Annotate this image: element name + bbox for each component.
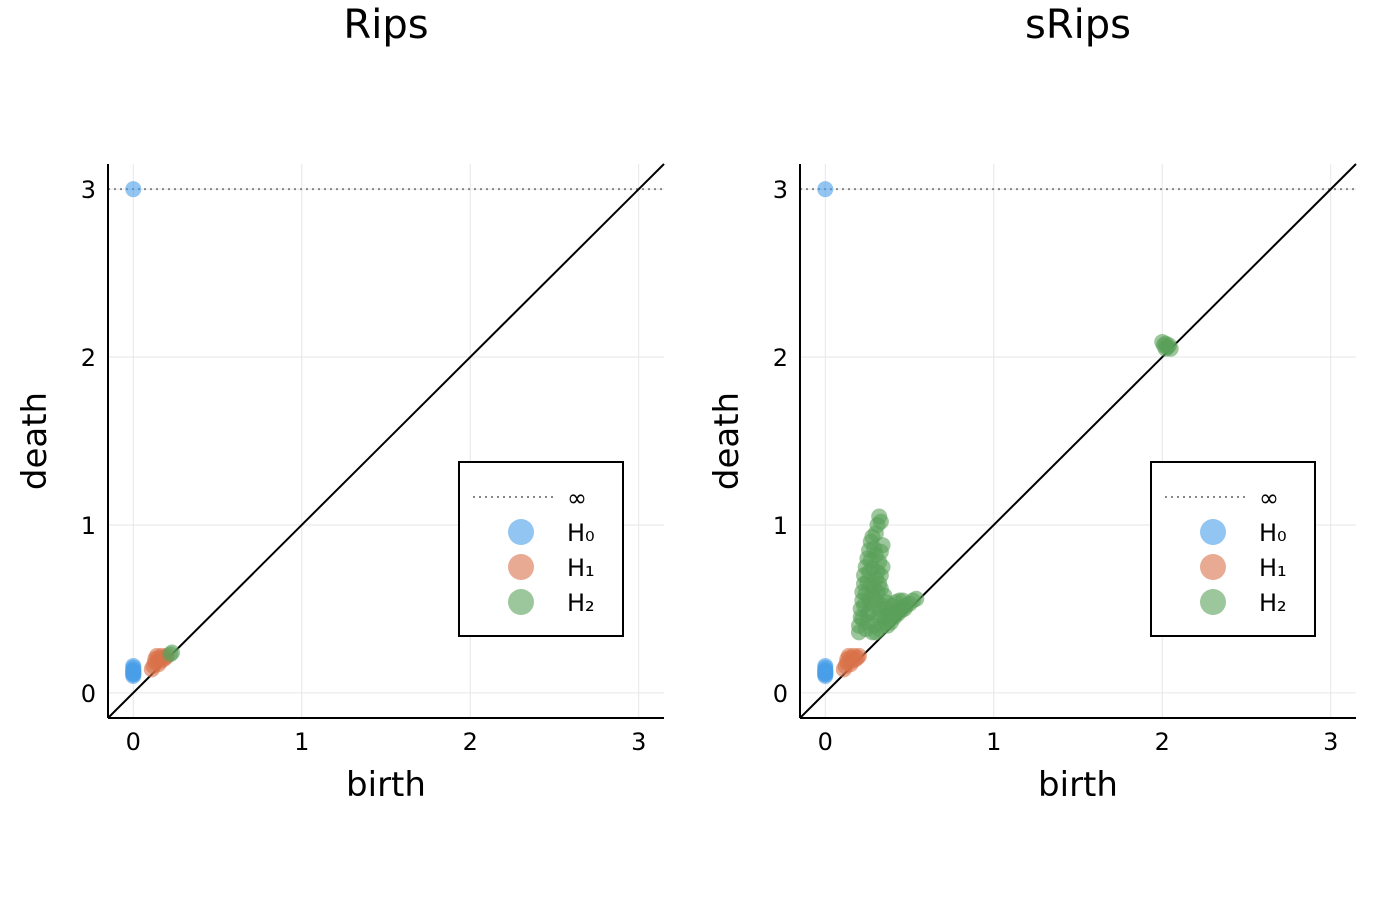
legend-h1-swatch — [508, 554, 534, 580]
y-axis-label: death — [15, 392, 55, 490]
data-point-h0 — [125, 181, 142, 198]
panel-srips: sRips 0 1 2 3 0 1 2 3 birth death ∞ H₀ H… — [707, 2, 1357, 805]
x-tick-label: 0 — [818, 728, 833, 756]
x-tick-label: 1 — [294, 728, 309, 756]
legend: ∞ H₀ H₁ H₂ — [458, 461, 624, 637]
x-tick-label: 3 — [631, 728, 646, 756]
y-axis-label: death — [707, 392, 747, 490]
data-point-h0 — [817, 662, 834, 679]
legend-label-h1: H₁ — [567, 554, 595, 582]
data-point-h2 — [874, 558, 891, 575]
tick-labels: 0 1 2 3 0 1 2 3 — [81, 176, 647, 756]
legend-label-infinity: ∞ — [567, 484, 587, 512]
legend-label-infinity: ∞ — [1259, 484, 1279, 512]
x-tick-label: 1 — [986, 728, 1001, 756]
legend-box — [458, 461, 624, 637]
data-point-h1 — [850, 647, 867, 664]
y-tick-label: 0 — [81, 680, 96, 708]
legend-label-h2: H₂ — [567, 589, 595, 617]
data-point-h2 — [908, 590, 925, 607]
legend-h2-swatch — [1200, 589, 1226, 615]
data-point-h2 — [164, 644, 181, 661]
data-point-h2 — [867, 547, 884, 564]
y-tick-label: 2 — [773, 344, 788, 372]
chart-title: Rips — [343, 2, 428, 48]
panel-rips: Rips 0 1 2 3 0 1 2 3 birth death ∞ H₀ H₁ — [15, 2, 665, 805]
x-axis-label: birth — [1038, 765, 1118, 805]
y-tick-label: 1 — [81, 512, 96, 540]
x-tick-label: 2 — [1155, 728, 1170, 756]
legend-label-h0: H₀ — [1259, 519, 1287, 547]
y-tick-label: 3 — [773, 176, 788, 204]
tick-labels: 0 1 2 3 0 1 2 3 — [773, 176, 1339, 756]
y-tick-label: 2 — [81, 344, 96, 372]
legend-box — [1150, 461, 1316, 637]
legend-h1-swatch — [1200, 554, 1226, 580]
x-axis-label: birth — [346, 765, 426, 805]
chart-title: sRips — [1025, 2, 1131, 48]
x-tick-label: 0 — [126, 728, 141, 756]
data-points — [125, 181, 181, 685]
data-point-h0 — [125, 662, 142, 679]
y-tick-label: 1 — [773, 512, 788, 540]
data-point-h2 — [896, 600, 913, 617]
data-point-h2 — [872, 513, 889, 530]
data-point-h2 — [1157, 340, 1174, 357]
diagonal-line — [107, 163, 665, 719]
data-point-h0 — [817, 181, 834, 198]
x-tick-label: 3 — [1323, 728, 1338, 756]
legend-label-h0: H₀ — [567, 519, 595, 547]
legend: ∞ H₀ H₁ H₂ — [1150, 461, 1316, 637]
legend-h2-swatch — [508, 589, 534, 615]
legend-label-h1: H₁ — [1259, 554, 1287, 582]
grid-lines — [108, 164, 664, 718]
y-tick-label: 0 — [773, 680, 788, 708]
legend-h0-swatch — [508, 519, 534, 545]
y-tick-label: 3 — [81, 176, 96, 204]
data-point-h2 — [872, 607, 889, 624]
data-points — [817, 181, 1179, 685]
x-tick-label: 2 — [463, 728, 478, 756]
legend-label-h2: H₂ — [1259, 589, 1287, 617]
legend-h0-swatch — [1200, 519, 1226, 545]
